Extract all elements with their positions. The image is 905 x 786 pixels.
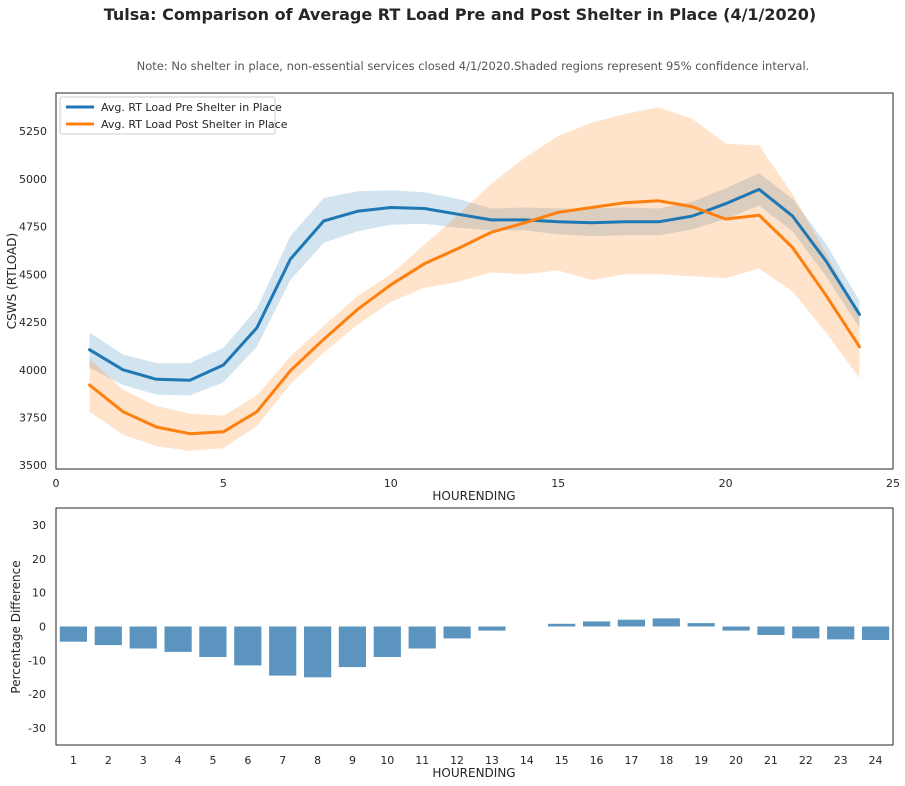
bar: [94, 626, 122, 646]
bar: [199, 626, 227, 657]
y-tick-label: 4500: [19, 268, 47, 281]
bar: [443, 626, 471, 639]
x-tick-label: 1: [70, 754, 77, 767]
x-tick-label: 5: [209, 754, 216, 767]
series-lines: [88, 187, 861, 436]
y-tick-label: -10: [28, 654, 46, 667]
x-tick-label: 6: [244, 754, 251, 767]
x-tick-label: 23: [834, 754, 848, 767]
x-tick-label: 22: [799, 754, 813, 767]
bar: [792, 626, 820, 639]
x-tick-label: 16: [590, 754, 604, 767]
x-tick-label: 14: [520, 754, 534, 767]
line-chart-ylabel: CSWS (RTLOAD): [5, 233, 19, 329]
x-tick-label: 4: [175, 754, 182, 767]
bar: [827, 626, 855, 640]
y-tick-label: 10: [32, 587, 46, 600]
x-tick-label: 21: [764, 754, 778, 767]
bar: [687, 623, 715, 627]
y-tick-label: -20: [28, 688, 46, 701]
ci-band-series-2: [89, 107, 860, 451]
x-tick-label: 19: [694, 754, 708, 767]
bar: [269, 626, 297, 676]
x-tick-label: 2: [105, 754, 112, 767]
bar: [757, 626, 785, 635]
bar: [617, 619, 645, 627]
series-line-2: [88, 199, 861, 436]
x-tick-label: 17: [624, 754, 638, 767]
x-tick-label: 10: [380, 754, 394, 767]
figure-note: Note: No shelter in place, non-essential…: [137, 59, 810, 73]
bar: [652, 618, 680, 627]
bar-chart-xlabel: HOURENDING: [432, 766, 515, 780]
y-tick-label: 4250: [19, 316, 47, 329]
x-tick-label: 20: [719, 477, 733, 490]
y-tick-label: 0: [39, 621, 46, 634]
bar: [338, 626, 366, 668]
bar: [408, 626, 436, 649]
y-tick-labels: -30 -20 -10 0 10 20 30: [28, 519, 46, 735]
x-tick-label: 15: [551, 477, 565, 490]
line-chart-xlabel: HOURENDING: [432, 489, 515, 503]
bar: [478, 626, 506, 631]
bar-chart-ylabel: Percentage Difference: [9, 560, 23, 693]
bar: [722, 626, 750, 631]
x-tick-label: 12: [450, 754, 464, 767]
bar: [234, 626, 262, 666]
y-tick-labels: 3500 3750 4000 4250 4500 4750 5000 5250: [19, 125, 47, 472]
x-tick-label: 0: [53, 477, 60, 490]
bar: [59, 626, 87, 642]
bar: [548, 623, 576, 627]
x-tick-label: 3: [140, 754, 147, 767]
x-tick-label: 18: [659, 754, 673, 767]
series-line-1: [88, 187, 861, 382]
x-tick-label: 13: [485, 754, 499, 767]
y-tick-label: 3500: [19, 459, 47, 472]
x-tick-label: 20: [729, 754, 743, 767]
legend-label-pre: Avg. RT Load Pre Shelter in Place: [101, 101, 282, 114]
y-tick-label: 5250: [19, 125, 47, 138]
ci-band-series-1: [89, 173, 860, 396]
line-chart: 0 5 10 15 20 25 3500 3750 4000 4250 4500 4750 5000 5…: [5, 92, 901, 503]
legend-box: [59, 96, 276, 135]
x-tick-label: 15: [555, 754, 569, 767]
y-tick-label: 3750: [19, 411, 47, 424]
bar: [583, 621, 611, 627]
line-chart-frame: [55, 92, 894, 470]
legend: Avg. RT Load Pre Shelter in Place Avg. R…: [59, 96, 288, 135]
y-tick-label: 30: [32, 519, 46, 532]
x-tick-label: 9: [349, 754, 356, 767]
y-tick-label: 5000: [19, 173, 47, 186]
y-tick-label: 4000: [19, 364, 47, 377]
bars: [59, 618, 890, 678]
x-tick-label: 24: [869, 754, 883, 767]
x-tick-labels: 0 5 10 15 20 25: [53, 477, 901, 490]
bar: [862, 626, 890, 640]
x-tick-label: 8: [314, 754, 321, 767]
y-tick-label: -30: [28, 722, 46, 735]
x-tick-label: 5: [220, 477, 227, 490]
bar: [304, 626, 332, 678]
y-tick-label: 4750: [19, 221, 47, 234]
figure-title: Tulsa: Comparison of Average RT Load Pre…: [104, 5, 817, 24]
x-tick-labels: 1 2 3 4 5 6 7 8 9 10 11 12 13 14 15 16 17 18 19 20 21 22 23 24: [70, 754, 883, 767]
x-tick-label: 7: [279, 754, 286, 767]
x-tick-label: 11: [415, 754, 429, 767]
bar: [129, 626, 157, 649]
bar-chart-frame: [55, 507, 894, 746]
x-tick-label: 10: [384, 477, 398, 490]
bar: [164, 626, 192, 652]
bar: [373, 626, 401, 657]
x-tick-label: 25: [886, 477, 900, 490]
bar-chart: 1 2 3 4 5 6 7 8 9 10 11 12 13 14 15 16 17 18 19 20 21 22 23 24 …: [9, 507, 894, 780]
legend-label-post: Avg. RT Load Post Shelter in Place: [101, 118, 288, 131]
y-tick-label: 20: [32, 553, 46, 566]
confidence-bands: [89, 107, 860, 451]
